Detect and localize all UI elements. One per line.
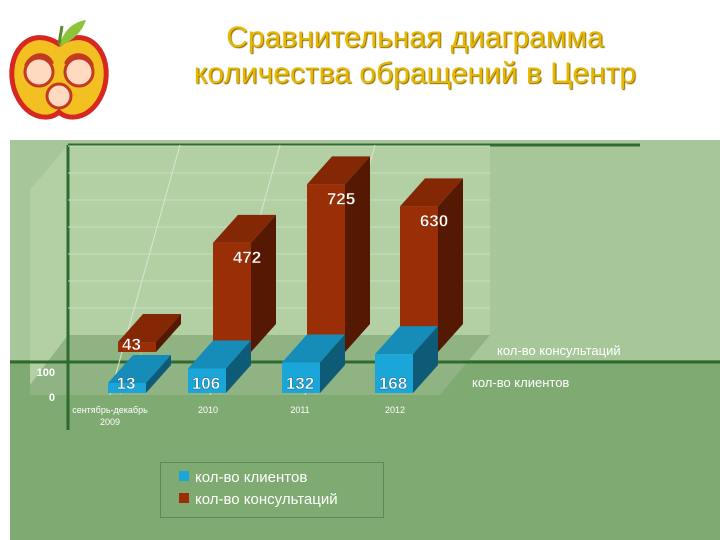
data-label-clients: 132 xyxy=(286,374,314,393)
bar-clients-side xyxy=(320,334,345,393)
data-label-clients: 106 xyxy=(192,374,220,393)
data-label-consultations: 43 xyxy=(122,335,141,354)
bar-clients-side xyxy=(146,355,171,393)
bar-consultations-top xyxy=(118,314,181,343)
data-label-consultations: 725 xyxy=(327,189,355,208)
bar-clients-top xyxy=(108,355,171,383)
x-tick-label: 2012 xyxy=(385,405,405,415)
legend-swatch-consultations xyxy=(179,493,189,503)
legend-label-consultations: кол-во консультаций xyxy=(195,491,338,508)
data-label-consultations: 472 xyxy=(233,248,261,267)
bar-consultations xyxy=(307,156,370,352)
bar-consultations-top xyxy=(400,178,463,207)
bar-clients-side xyxy=(226,340,251,393)
bar-consultations-front xyxy=(118,342,156,352)
page-title: Сравнительная диаграмма количества обращ… xyxy=(150,20,680,92)
bar-clients-front xyxy=(108,383,146,393)
legend-swatch-clients xyxy=(179,471,189,481)
bar-clients-top xyxy=(375,326,438,355)
bar-consultations-side xyxy=(345,156,370,352)
depth-label-consultations: кол-во консультаций xyxy=(497,343,621,358)
bar-clients xyxy=(375,326,438,393)
chart-side-wall xyxy=(30,145,68,385)
bar-consultations-front xyxy=(213,242,251,352)
bar-consultations-top xyxy=(213,214,276,243)
y-tick-label: 0 xyxy=(49,392,55,404)
bar-consultations-top xyxy=(307,156,370,185)
bar-clients-top xyxy=(188,340,251,369)
x-tick-label: 2010 xyxy=(198,405,218,415)
chart-back-wall xyxy=(68,145,490,335)
bar-clients xyxy=(282,334,345,393)
bar-consultations xyxy=(400,178,463,352)
data-label-consultations: 630 xyxy=(420,211,448,230)
y-tick-label: 100 xyxy=(37,367,55,379)
bar-clients-side xyxy=(413,326,438,393)
title-line-2: количества обращений в Центр xyxy=(193,57,637,90)
bar-consultations xyxy=(118,314,181,352)
data-label-clients: 13 xyxy=(117,374,136,393)
family-apple-logo-icon xyxy=(9,20,109,120)
x-tick-label: 2011 xyxy=(290,405,309,415)
bar-clients xyxy=(188,340,251,393)
bar-consultations-side xyxy=(438,178,463,352)
bar-consultations-side xyxy=(156,314,181,352)
bar-clients-front xyxy=(375,354,413,393)
bar-clients-front xyxy=(282,362,320,393)
bar-clients-front xyxy=(188,368,226,393)
wall-separator xyxy=(109,144,181,396)
bar-consultations-front xyxy=(307,184,345,352)
bar-clients-top xyxy=(282,334,345,363)
chart-legend: кол-во клиентов кол-во консультаций xyxy=(160,462,384,518)
x-tick-label: сентябрь-декабрь xyxy=(72,405,148,415)
legend-item-clients: кол-во клиентов xyxy=(179,469,307,487)
bar-consultations xyxy=(213,214,276,352)
legend-label-clients: кол-во клиентов xyxy=(195,469,308,486)
bar-consultations-side xyxy=(251,214,276,352)
legend-item-consultations: кол-во консультаций xyxy=(179,491,338,509)
x-tick-label: 2009 xyxy=(100,417,120,427)
depth-label-clients: кол-во клиентов xyxy=(472,375,569,390)
bar-clients xyxy=(108,355,171,393)
title-line-1: Сравнительная диаграмма xyxy=(226,21,604,54)
data-label-clients: 168 xyxy=(379,374,407,393)
